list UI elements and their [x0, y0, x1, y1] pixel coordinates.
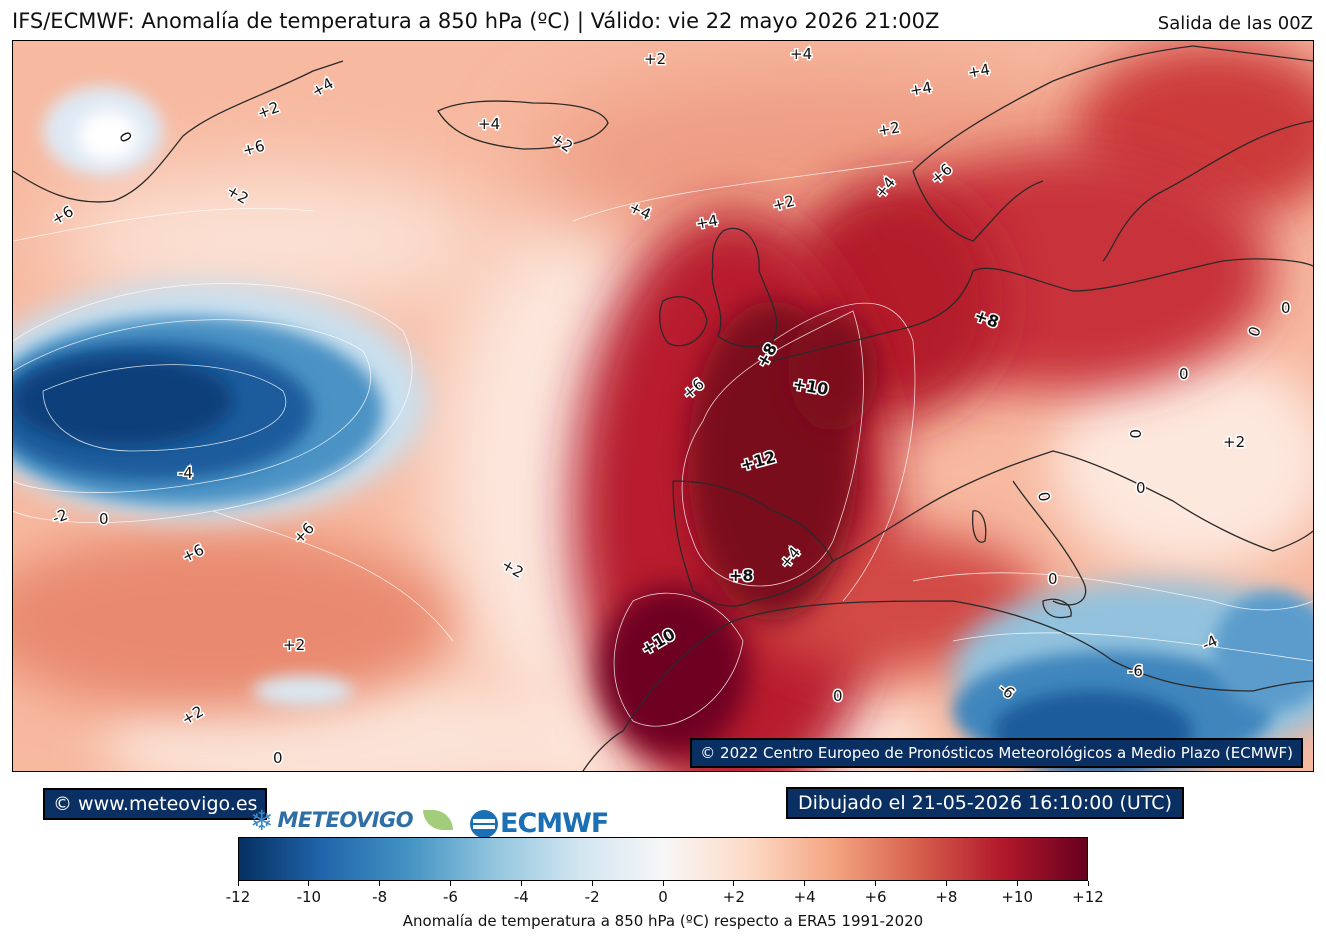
- contour-label: 0: [1179, 365, 1189, 383]
- map-title: IFS/ECMWF: Anomalía de temperatura a 850…: [12, 9, 940, 33]
- europe-coast: [772, 258, 1313, 362]
- colorbar-tick-label: -12: [225, 888, 251, 906]
- leaf-icon: [423, 810, 454, 830]
- colorbar-tick-mark: [591, 881, 593, 886]
- colorbar-tick-mark: [450, 881, 451, 886]
- coastlines: [13, 45, 1313, 771]
- contour-label: +2: [283, 636, 305, 654]
- iberia-coast: [672, 480, 834, 607]
- ireland-coast: [659, 296, 708, 347]
- contour-label: 0: [273, 749, 283, 767]
- website-link[interactable]: © www.meteovigo.es: [43, 788, 268, 820]
- meteovigo-logo: ❄ METEOVIGO: [250, 800, 454, 840]
- contour-label: +2: [644, 50, 666, 68]
- colorbar-tick-mark: [733, 881, 735, 886]
- ecmwf-logo: ECMWF: [470, 808, 609, 839]
- contour-label: 0: [99, 510, 109, 528]
- colorbar-tick-label: +8: [935, 888, 958, 906]
- greenland-coast: [13, 60, 344, 203]
- contour-label: 0: [1136, 479, 1146, 497]
- ecmwf-logo-text: ECMWF: [500, 808, 609, 839]
- iceland-coast: [437, 100, 609, 150]
- colorbar-title: Anomalía de temperatura a 850 hPa (ºC) r…: [402, 912, 924, 930]
- colorbar-tick-label: +6: [864, 888, 887, 906]
- colorbar-tick-mark: [520, 881, 522, 886]
- colorbar-tick-mark: [945, 881, 947, 886]
- colorbar-tick-label: -4: [513, 888, 529, 906]
- mediterranean-north-coast: [832, 450, 1313, 562]
- drawn-timestamp: Dibujado el 21-05-2026 16:10:00 (UTC): [786, 787, 1184, 819]
- sicily-coast: [1042, 598, 1072, 619]
- colorbar-tick-label: -2: [584, 888, 600, 906]
- colorbar-tick-label: +10: [1001, 888, 1033, 906]
- colorbar-tick-label: +2: [722, 888, 745, 906]
- north-africa-coast: [622, 600, 1313, 732]
- sardinia-coast: [972, 510, 987, 543]
- colorbar-tick-label: +4: [793, 888, 816, 906]
- africa-west-coast: [582, 730, 624, 771]
- colorbar-tick-mark: [308, 881, 310, 886]
- colorbar-tick-mark: [237, 881, 239, 886]
- contour-label: -6: [1128, 662, 1143, 680]
- contour-label: +4: [966, 60, 991, 82]
- colorbar-tick-label: -8: [372, 888, 388, 906]
- british-isles-coast: [711, 227, 778, 348]
- contour-label: 0: [1048, 570, 1058, 588]
- colorbar-tick-label: +12: [1072, 888, 1104, 906]
- contour-lines: [13, 160, 1313, 727]
- contour-label: +4: [478, 115, 500, 133]
- model-run-label: Salida de las 00Z: [1157, 13, 1313, 34]
- contour-label: +4: [790, 45, 812, 63]
- colorbar-tick-mark: [379, 881, 381, 886]
- contour-label: +4: [694, 211, 719, 233]
- colorbar-tick-mark: [1087, 881, 1089, 886]
- anomaly-field: [13, 41, 1313, 771]
- anomaly-map: +2 +4 +2 +4 +2 +6 +2 +4 +4 +4 +4 +2 +4 +2 0 +6 +6 +8 0 0 0 0 +…: [12, 40, 1314, 772]
- colorbar-tick-label: 0: [658, 888, 668, 906]
- ecmwf-emblem-icon: [470, 809, 498, 838]
- colorbar-tick-mark: [804, 881, 806, 886]
- colorbar-tick-mark: [662, 881, 664, 886]
- colorbar: [238, 837, 1088, 881]
- snowflake-icon: ❄: [250, 803, 274, 837]
- colorbar-tick-mark: [1016, 881, 1018, 886]
- contour-label: -4: [178, 464, 193, 482]
- colorbar-tick-mark: [875, 881, 876, 886]
- copyright-notice: © 2022 Centro Europeo de Pronósticos Met…: [690, 738, 1303, 768]
- colorbar-tick-label: -10: [296, 888, 322, 906]
- contour-label: +8: [729, 566, 754, 585]
- meteovigo-logo-text: METEOVIGO: [277, 808, 414, 832]
- contour-label: +4: [908, 78, 933, 100]
- scandinavia-coast: [912, 45, 1313, 262]
- italy-coast: [1012, 480, 1087, 606]
- contour-label: 0: [833, 687, 843, 705]
- contour-label: 0: [1281, 299, 1291, 317]
- contour-label: +2: [1223, 433, 1245, 451]
- contour-label: +2: [876, 118, 901, 140]
- colorbar-tick-label: -6: [443, 888, 458, 906]
- contour-label: 0: [1126, 429, 1144, 439]
